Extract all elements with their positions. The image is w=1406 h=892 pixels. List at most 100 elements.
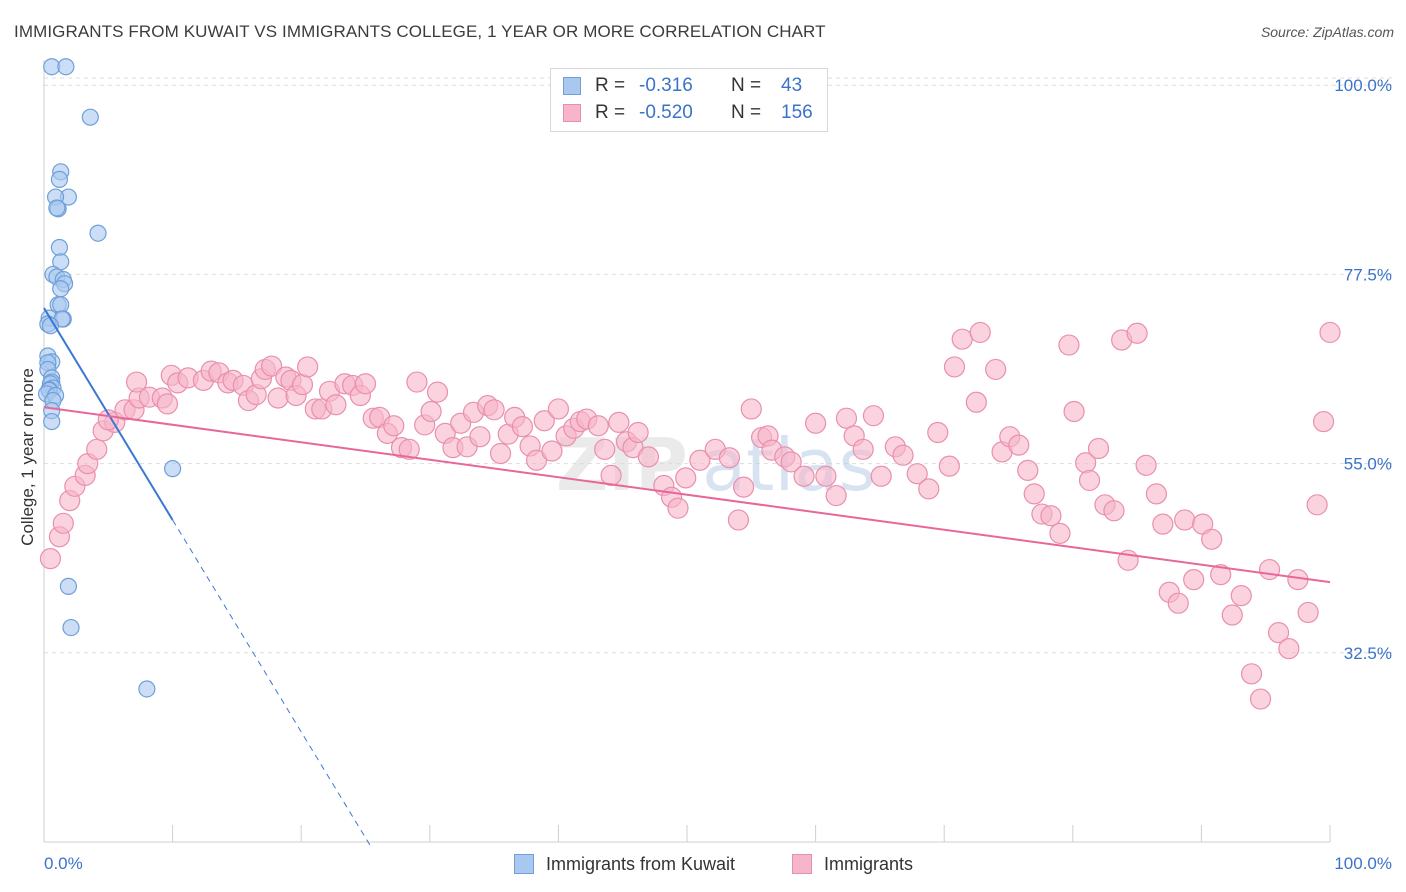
immigrants-point [1258,558,1281,581]
kuwait-point [62,618,80,637]
immigrants-point [1103,500,1125,522]
kuwait-point [59,577,78,595]
immigrants-point [297,356,319,378]
immigrants-point [780,451,802,473]
immigrants-point [906,463,928,485]
immigrants-point [156,393,179,415]
kuwait-point [50,238,69,257]
immigrants-point [533,410,555,432]
immigrants-point [938,455,960,477]
immigrants-point [1319,321,1341,344]
legend-r-label: R = [595,102,626,123]
y-tick-label: 32.5% [1344,644,1392,663]
immigrants-point [125,371,148,393]
immigrants-point [1087,437,1110,460]
immigrants-point [469,426,491,448]
legend-n-value: 43 [781,75,803,96]
immigrants-point [1063,400,1085,423]
immigrants-point [1135,454,1157,476]
kuwait-point [89,224,107,242]
immigrants-points [39,321,1341,710]
immigrants-point [1008,434,1030,456]
kuwait-point [43,412,61,431]
legend-row-immigrants: R = -0.520 N = 156 [563,102,813,124]
immigrants-point [718,447,741,469]
immigrants-point [1152,513,1174,535]
y-axis-label: College, 1 year or more [18,368,37,546]
y-tick-label: 77.5% [1344,265,1392,284]
legend-n-value: 156 [781,102,813,123]
immigrants-point [804,412,827,434]
immigrants-point [815,465,837,487]
correlation-legend: R = -0.316 N = 43 R = -0.520 N = 156 [550,68,828,132]
immigrants-point [1126,322,1148,344]
kuwait-trend-extension [172,519,373,849]
immigrants-point [870,465,892,487]
immigrants-point [525,449,548,471]
immigrants-point [1183,569,1205,591]
legend-r-value: -0.316 [639,75,693,96]
immigrants-point [511,416,533,438]
kuwait-points [37,58,182,698]
y-tick-label: 55.0% [1344,455,1392,474]
bottom-legend-kuwait: Immigrants from Kuwait [514,852,735,876]
kuwait-point [52,280,70,298]
immigrants-point [835,407,858,429]
axes [43,60,1331,843]
immigrants-point [52,512,74,534]
bottom-legend-swatch-pink [792,854,812,874]
immigrants-point [1017,459,1039,481]
x-tick-label-max: 100.0% [1334,854,1392,873]
immigrants-point [862,405,885,427]
immigrants-point [325,394,347,416]
kuwait-trend-line [43,307,174,521]
immigrants-point [594,438,616,460]
immigrants-point [793,465,815,487]
immigrants-point [1278,638,1300,660]
immigrants-point [1078,469,1101,492]
immigrants-point [1058,334,1080,356]
immigrants-point [267,387,289,409]
legend-n-label: N = [731,75,762,96]
kuwait-point [138,680,156,698]
immigrants-point [1049,522,1071,545]
immigrants-point [1312,410,1335,433]
immigrants-point [547,398,570,420]
immigrants-point [39,548,62,570]
immigrants-point [1240,663,1263,685]
immigrants-point [489,442,512,465]
immigrants-point [1297,601,1319,624]
immigrants-point [354,373,377,395]
trend-lines [43,307,1331,849]
immigrants-point [1023,483,1045,505]
chart-title: IMMIGRANTS FROM KUWAIT VS IMMIGRANTS COL… [14,22,826,41]
x-tick-label-min: 0.0% [44,854,83,873]
immigrants-point [406,371,428,393]
immigrants-point [892,444,914,466]
immigrants-point [918,478,940,500]
immigrants-point [291,373,314,396]
immigrants-point [398,438,420,460]
immigrants-point [600,464,622,486]
immigrants-point [740,398,762,420]
immigrants-point [86,438,108,460]
immigrants-point [689,449,711,471]
legend-swatch-pink [563,104,581,122]
source-label: Source: ZipAtlas.com [1260,24,1394,40]
immigrants-point [732,476,755,498]
immigrants-point [1167,592,1189,614]
immigrants-point [852,438,874,460]
bottom-legend-immigrants: Immigrants [792,852,913,876]
legend-r-label: R = [595,75,626,96]
bottom-legend-label-immigrants: Immigrants [824,853,914,874]
immigrants-trend-line [43,406,1331,584]
immigrants-point [727,509,750,531]
immigrants-point [1040,505,1062,527]
legend-n-label: N = [731,102,762,123]
immigrants-point [1267,622,1290,644]
kuwait-point [164,460,182,478]
kuwait-point [57,58,75,76]
legend-swatch-blue [563,77,581,95]
immigrants-point [587,415,609,437]
